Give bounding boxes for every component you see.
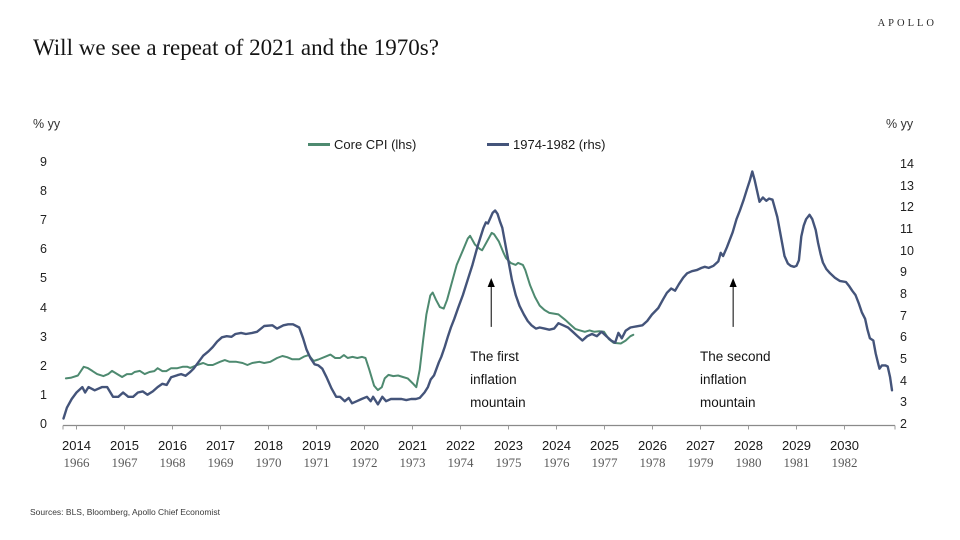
annotation-second-inflation-mountain: The second inflation mountain (700, 345, 771, 414)
right-axis-unit: % yy (886, 117, 914, 131)
1974-1982-line-swatch-icon (487, 143, 509, 146)
legend-label-core-cpi: Core CPI (lhs) (334, 137, 417, 152)
apollo-logo: APOLLO (877, 18, 937, 29)
legend-item-core-cpi: Core CPI (lhs) (308, 137, 416, 152)
annotation-first-inflation-mountain: The first inflation mountain (470, 345, 526, 414)
series-line-core-cpi (64, 231, 635, 392)
legend-item-1974-1982: 1974-1982 (rhs) (487, 137, 606, 152)
page-title: Will we see a repeat of 2021 and the 197… (33, 35, 439, 60)
legend-label-1974-1982: 1974-1982 (rhs) (513, 137, 606, 152)
annotation-arrow-head-icon (729, 277, 737, 287)
annotation-line: inflation (700, 371, 747, 387)
annotation-arrow-head-icon (487, 277, 495, 287)
left-axis-unit: % yy (33, 117, 61, 131)
annotation-line: The second (700, 348, 771, 364)
annotation-line: inflation (470, 371, 517, 387)
annotation-line: mountain (700, 394, 756, 410)
core-cpi-line-swatch-icon (308, 143, 330, 146)
sources-note: Sources: BLS, Bloomberg, Apollo Chief Ec… (30, 507, 220, 517)
annotation-line: mountain (470, 394, 526, 410)
annotation-line: The first (470, 348, 519, 364)
series-line-1974-1982 (62, 170, 894, 420)
